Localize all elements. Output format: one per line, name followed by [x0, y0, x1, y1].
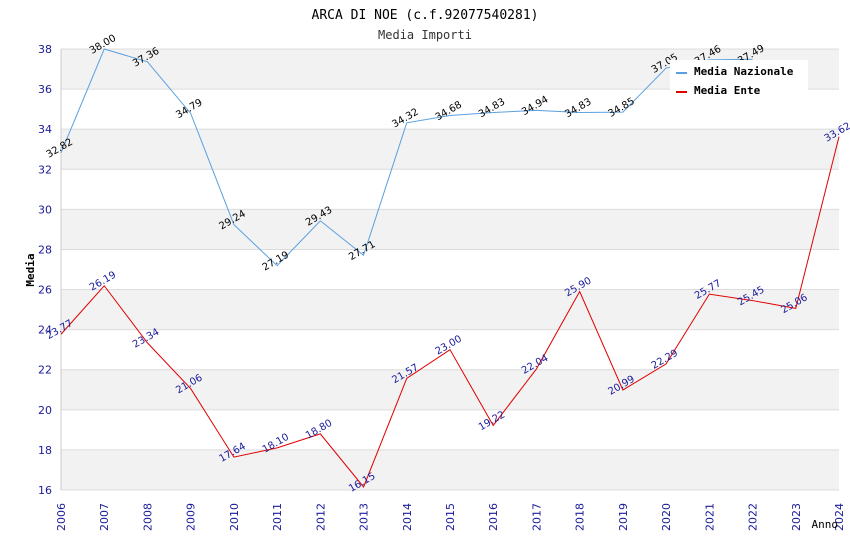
grid-band — [61, 209, 839, 250]
y-tick-label: 36 — [38, 83, 52, 96]
y-tick-label: 24 — [38, 324, 52, 337]
y-axis-label: Media — [24, 253, 37, 286]
x-tick-label: 2011 — [271, 503, 284, 531]
legend-label-nazionale: Media Nazionale — [694, 65, 794, 78]
y-tick-label: 18 — [38, 444, 52, 457]
x-tick-label: 2006 — [55, 503, 68, 531]
x-tick-label: 2024 — [833, 503, 846, 531]
legend-background — [670, 60, 808, 100]
grid-band — [61, 409, 839, 450]
x-tick-label: 2012 — [314, 503, 327, 531]
y-tick-label: 16 — [38, 484, 52, 497]
x-tick-label: 2016 — [487, 503, 500, 531]
y-tick-label: 26 — [38, 284, 52, 297]
x-tick-label: 2007 — [98, 503, 111, 531]
grid-band — [61, 369, 839, 410]
y-tick-label: 28 — [38, 243, 52, 256]
grid-band — [61, 249, 839, 290]
y-tick-label: 38 — [38, 43, 52, 56]
x-tick-label: 2008 — [141, 503, 154, 531]
x-tick-label: 2013 — [358, 503, 371, 531]
x-axis-label: Anno — [812, 518, 839, 531]
series-lines — [60, 48, 840, 488]
series-line-nazionale — [60, 48, 753, 267]
grid-band — [61, 129, 839, 170]
grid-bands — [60, 48, 839, 491]
x-tick-label: 2019 — [617, 503, 630, 531]
x-tick-label: 2010 — [228, 503, 241, 531]
y-tick-label: 20 — [38, 404, 52, 417]
y-tick-label: 32 — [38, 163, 52, 176]
y-tick-label: 34 — [38, 123, 52, 136]
x-tick-label: 2009 — [185, 503, 198, 531]
series-line-ente — [60, 136, 840, 488]
x-tick-label: 2022 — [747, 503, 760, 531]
x-axis-ticks: 2006 2007 2008 2009 2010 2011 2012 2013 2014 2015… — [55, 503, 846, 531]
y-axis-ticks: 16 18 20 22 24 26 28 30 32 34 36 38 — [38, 43, 52, 497]
grid-band — [61, 169, 839, 210]
y-tick-label: 22 — [38, 364, 52, 377]
grid-band — [61, 289, 839, 330]
x-tick-label: 2017 — [530, 503, 543, 531]
x-tick-label: 2018 — [574, 503, 587, 531]
grid-band — [61, 449, 839, 490]
x-tick-label: 2020 — [660, 503, 673, 531]
legend: Media Nazionale Media Ente — [670, 60, 808, 100]
y-tick-label: 30 — [38, 203, 52, 216]
x-tick-label: 2021 — [703, 503, 716, 531]
x-tick-label: 2015 — [444, 503, 457, 531]
chart-subtitle: Media Importi — [378, 28, 472, 42]
legend-label-ente: Media Ente — [694, 84, 761, 97]
x-tick-label: 2023 — [790, 503, 803, 531]
x-tick-label: 2014 — [401, 503, 414, 531]
chart-title: ARCA DI NOE (c.f.92077540281) — [312, 8, 539, 23]
